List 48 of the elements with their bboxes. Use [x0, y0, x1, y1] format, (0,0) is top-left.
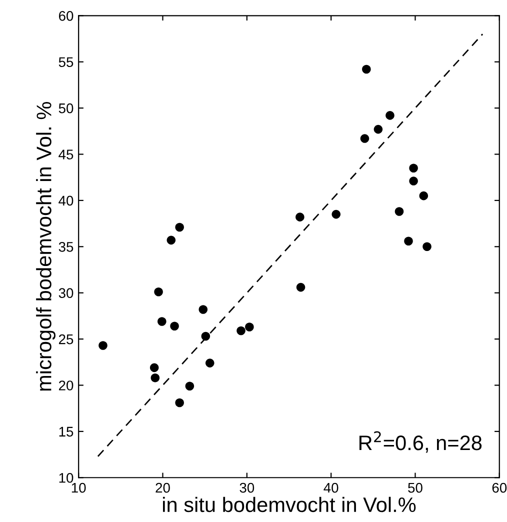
point [170, 322, 179, 330]
point [409, 164, 418, 172]
y-tick-label: 60 [58, 10, 74, 21]
y-axis-title: microgolf bodemvocht in Vol. % [36, 102, 56, 391]
x-tick-label: 20 [156, 482, 170, 493]
point [236, 326, 246, 336]
y-tick-label: 30 [58, 288, 74, 298]
point [175, 222, 184, 232]
y-tick-label: 55 [58, 57, 74, 68]
y-tick-label: 35 [58, 242, 74, 252]
point [245, 322, 254, 332]
point [198, 305, 208, 314]
point [404, 236, 413, 246]
point [296, 282, 306, 292]
point [158, 317, 166, 326]
x-tick-label: 60 [492, 482, 507, 493]
point [154, 288, 163, 296]
point [394, 207, 404, 216]
y-tick-label: 45 [58, 150, 74, 160]
y-tick-label: 10 [59, 472, 74, 483]
point [201, 332, 210, 341]
point [175, 398, 184, 408]
y-tick-label: 50 [58, 103, 74, 114]
point [374, 124, 383, 134]
x-tick-label: 50 [408, 482, 422, 493]
point [332, 210, 341, 219]
point [419, 191, 428, 200]
x-tick-label: 10 [72, 482, 86, 493]
y-tick-label: 15 [59, 426, 74, 437]
annotation: R$^{2}$=0.6, n=28 [359, 431, 482, 453]
point [98, 341, 108, 350]
point [409, 176, 418, 186]
point [360, 134, 370, 143]
point [205, 358, 214, 368]
point [362, 64, 371, 74]
point [386, 111, 394, 120]
y-tick-label: 40 [58, 196, 74, 206]
x-tick-label: 40 [324, 482, 338, 493]
x-tick-label: 30 [240, 482, 254, 493]
point [296, 212, 304, 222]
y-tick-label: 25 [58, 334, 74, 344]
point [185, 382, 194, 391]
point [166, 236, 176, 245]
point [422, 242, 432, 252]
point [150, 363, 159, 372]
y-tick-label: 20 [58, 380, 74, 390]
x-axis-title: in situ bodemvocht in Vol.% [163, 496, 416, 512]
point [150, 373, 160, 382]
